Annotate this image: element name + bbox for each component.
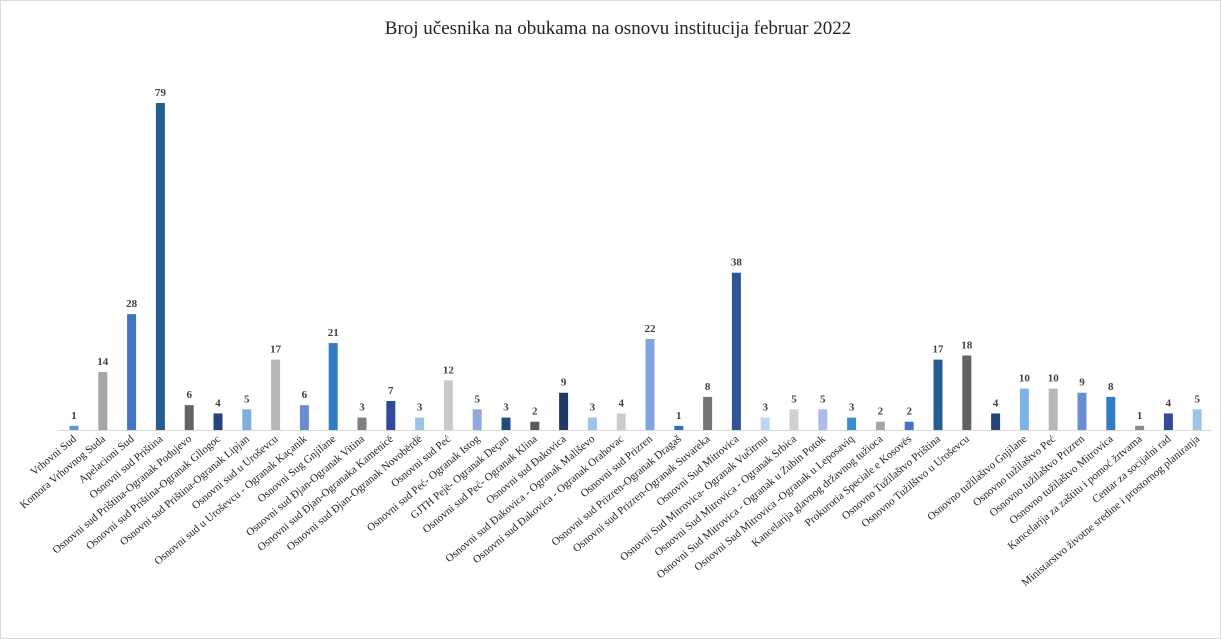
bar [328, 343, 338, 430]
bar [559, 392, 569, 430]
bar [386, 401, 396, 430]
bar [127, 314, 137, 430]
bar [962, 355, 972, 430]
value-label: 1 [1137, 410, 1143, 422]
value-label: 2 [906, 406, 912, 418]
bar [616, 413, 626, 430]
value-label: 21 [328, 327, 339, 339]
bar [184, 405, 194, 430]
value-label: 38 [731, 257, 743, 269]
bar [155, 103, 165, 430]
value-label: 17 [270, 344, 282, 356]
value-label: 8 [1108, 381, 1114, 393]
bar [530, 421, 540, 430]
chart-title: Broj učesnika na obukama na osnovu insti… [385, 18, 851, 39]
bar [443, 380, 453, 430]
bar [818, 409, 828, 430]
bar [760, 417, 770, 430]
bar [501, 417, 511, 430]
value-label: 14 [97, 356, 109, 368]
value-label: 3 [849, 402, 855, 414]
value-label: 5 [791, 393, 797, 405]
value-label: 3 [359, 402, 365, 414]
value-label: 17 [933, 344, 945, 356]
value-label: 7 [388, 385, 394, 397]
value-label: 5 [820, 393, 826, 405]
bar [1192, 409, 1202, 430]
bar [1163, 413, 1173, 430]
bar [69, 425, 79, 430]
value-label: 1 [676, 410, 682, 422]
bar [1019, 388, 1029, 430]
bar [1077, 392, 1087, 430]
value-label: 9 [561, 377, 567, 389]
value-label: 6 [186, 389, 192, 401]
bar [271, 359, 281, 430]
bar [875, 421, 885, 430]
value-label: 6 [302, 389, 308, 401]
value-label: 12 [443, 364, 455, 376]
bar [847, 417, 857, 430]
value-label: 4 [993, 397, 999, 409]
value-label: 10 [1048, 373, 1060, 385]
value-label: 2 [878, 406, 884, 418]
value-label: 8 [705, 381, 711, 393]
value-label: 3 [762, 402, 768, 414]
value-label: 10 [1019, 373, 1031, 385]
value-label: 9 [1079, 377, 1085, 389]
value-label: 5 [474, 393, 480, 405]
value-label: 1 [71, 410, 77, 422]
bar [1106, 396, 1116, 430]
value-label: 5 [244, 393, 250, 405]
value-label: 3 [590, 402, 596, 414]
bar [357, 417, 367, 430]
value-label: 2 [532, 406, 538, 418]
bar [731, 272, 741, 430]
bar [213, 413, 223, 430]
value-label: 18 [961, 339, 973, 351]
bar [703, 396, 713, 430]
bar [299, 405, 309, 430]
bar [472, 409, 482, 430]
bar [415, 417, 425, 430]
value-label: 4 [1166, 397, 1172, 409]
bar [98, 372, 108, 430]
bar [1048, 388, 1058, 430]
bar [904, 421, 914, 430]
bar [1135, 425, 1145, 430]
value-label: 22 [645, 323, 657, 335]
bar [242, 409, 252, 430]
value-label: 4 [618, 397, 624, 409]
value-label: 4 [215, 397, 221, 409]
value-label: 5 [1194, 393, 1200, 405]
bar [933, 359, 943, 430]
value-label: 3 [503, 402, 509, 414]
bar [645, 338, 655, 430]
value-label: 79 [155, 87, 167, 99]
value-label: 28 [126, 298, 138, 310]
bar [789, 409, 799, 430]
bar [674, 425, 684, 430]
bar [587, 417, 597, 430]
bar [991, 413, 1001, 430]
value-label: 3 [417, 402, 423, 414]
